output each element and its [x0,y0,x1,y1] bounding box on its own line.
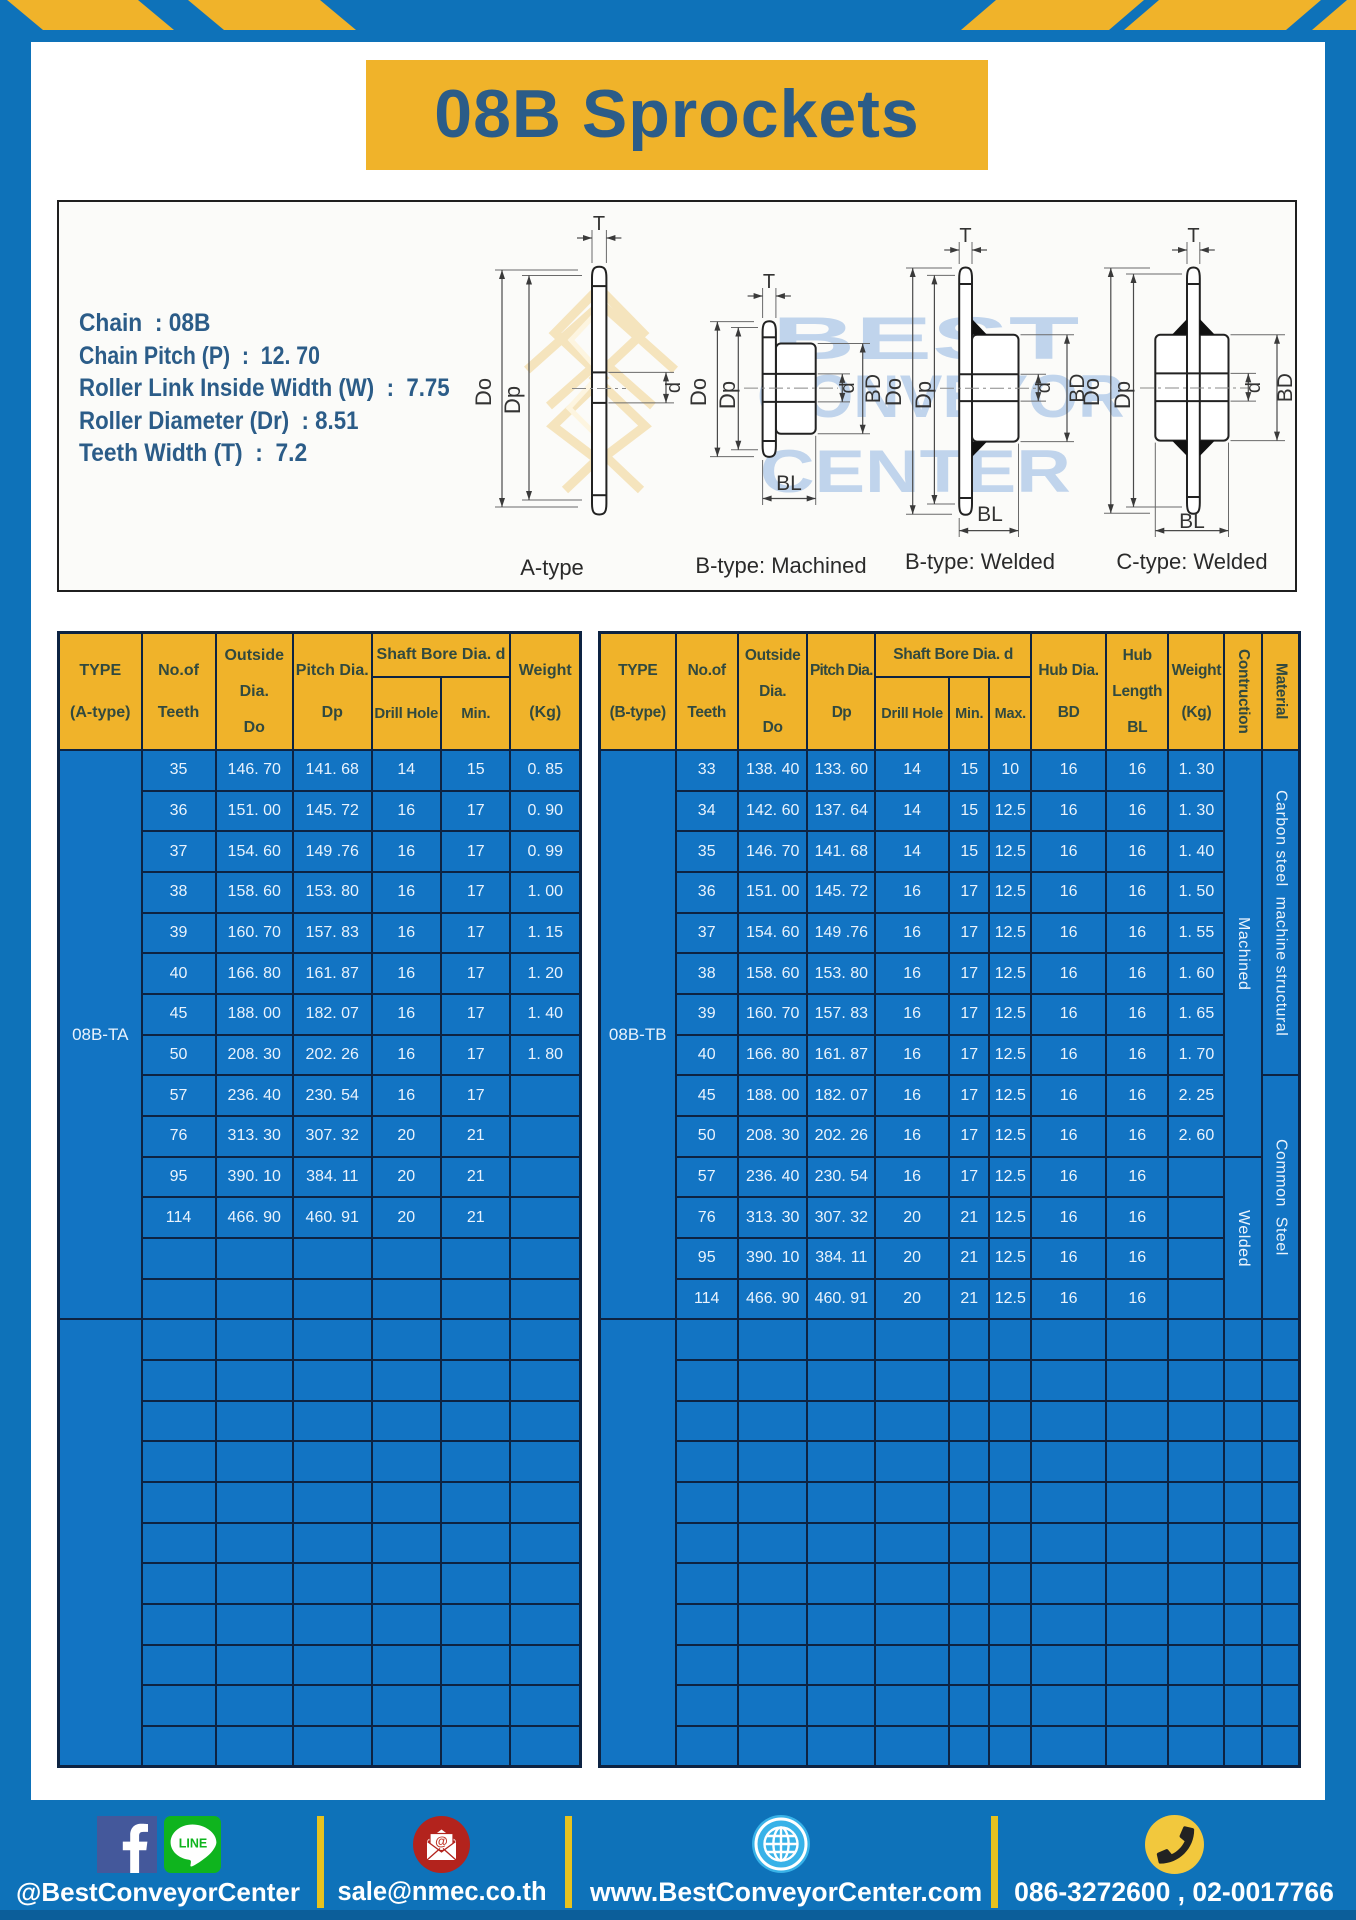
svg-text:d: d [1243,382,1265,393]
svg-text:BD: BD [1274,373,1297,402]
svg-text:Do: Do [1079,378,1104,406]
svg-text:BL: BL [977,503,1003,526]
svg-text:BL: BL [1179,510,1205,533]
svg-text:Dp: Dp [911,381,936,409]
svg-text:Dp: Dp [1110,381,1135,409]
svg-text:Do: Do [881,378,906,406]
svg-text:A-type: A-type [520,555,584,580]
svg-text:d: d [837,382,859,393]
svg-text:BD: BD [862,374,885,403]
svg-text:T: T [763,271,775,293]
svg-text:Do: Do [471,378,496,406]
svg-text:@: @ [435,1834,448,1849]
svg-text:Do: Do [686,378,711,406]
svg-text:C-type: Welded: C-type: Welded [1116,549,1267,574]
svg-text:Dp: Dp [500,386,525,414]
svg-text:BL: BL [776,472,802,495]
svg-text:d: d [663,382,685,393]
svg-text:B-type: Machined: B-type: Machined [695,553,866,578]
svg-text:Dp: Dp [715,381,740,409]
svg-text:BD: BD [1066,374,1089,403]
svg-text:T: T [593,213,605,235]
svg-text:T: T [1187,225,1199,247]
svg-text:LINE: LINE [179,1837,207,1851]
svg-text:B-type: Welded: B-type: Welded [905,549,1055,574]
svg-text:d: d [1033,382,1055,393]
svg-text:T: T [959,225,971,247]
